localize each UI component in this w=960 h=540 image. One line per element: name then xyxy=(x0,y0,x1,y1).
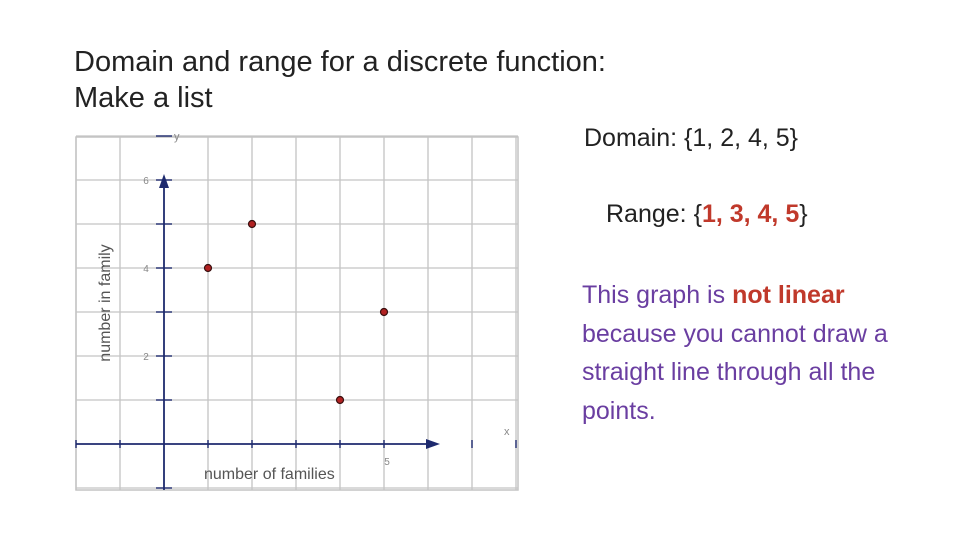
data-point xyxy=(335,395,345,405)
domain-values: {1, 2, 4, 5} xyxy=(684,124,799,152)
y-tick-label: 6 xyxy=(143,176,149,187)
x-tick-label: 5 xyxy=(384,457,390,468)
domain-statement: Domain: {1, 2, 4, 5} xyxy=(584,124,798,153)
linearity-explanation: This graph is not linear because you can… xyxy=(582,276,902,430)
range-close-brace: } xyxy=(799,200,808,228)
y-axis-label: number in family xyxy=(97,244,114,361)
y-tick-label: 4 xyxy=(143,264,149,275)
plot-frame xyxy=(75,136,519,491)
x-axis-label: number of families xyxy=(204,466,335,483)
y-tick-label: 2 xyxy=(143,352,149,363)
scatter-graph: 5 2 4 6 number of families number in family… xyxy=(74,128,524,492)
domain-label: Domain: xyxy=(584,124,678,152)
title-line-2: Make a list xyxy=(74,82,213,114)
range-statement: Range: {1, 3, 4, 5} xyxy=(606,200,808,229)
range-values: 1, 3, 4, 5 xyxy=(701,200,800,228)
explanation-emphasis: not linear xyxy=(732,281,845,309)
range-open-brace: { xyxy=(693,200,702,228)
scatter-plot-svg: 5 2 4 6 number of families number in family… xyxy=(75,131,519,491)
x-axis-name: x xyxy=(504,426,510,438)
title-line-1: Domain and range for a discrete function… xyxy=(74,46,606,78)
y-axis-arrow xyxy=(159,174,169,188)
slide-title: Domain and range for a discrete function… xyxy=(74,44,754,116)
x-axis-arrow xyxy=(426,439,440,449)
data-point xyxy=(247,219,257,229)
range-label: Range: xyxy=(606,200,687,228)
data-point xyxy=(203,263,213,273)
y-axis-name: y xyxy=(174,131,180,143)
explanation-part-1: This graph is xyxy=(582,281,733,309)
explanation-part-2: because you cannot draw a straight line … xyxy=(582,319,888,425)
data-point xyxy=(379,307,389,317)
